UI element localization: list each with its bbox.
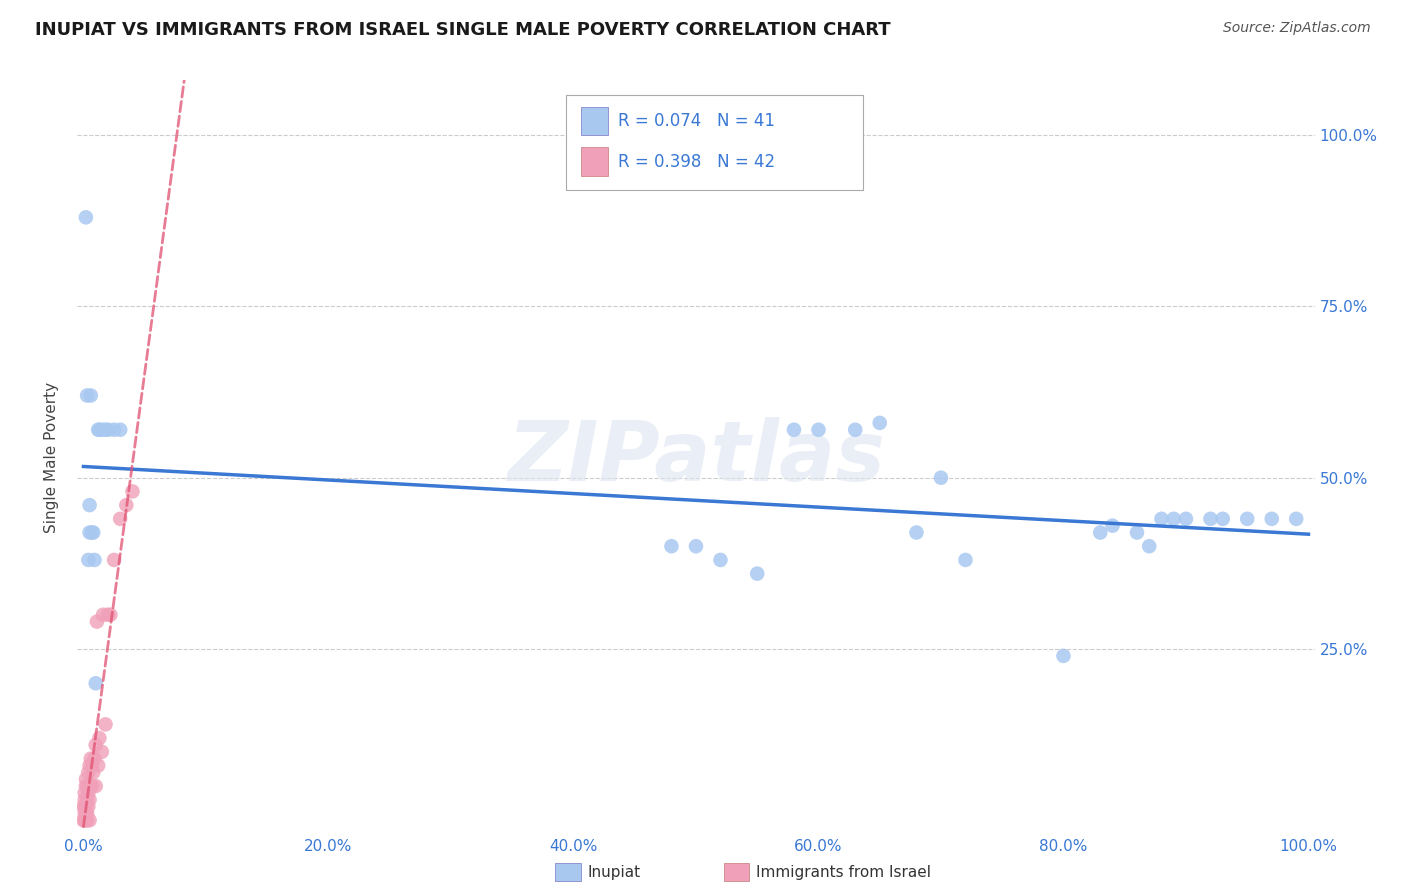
Point xyxy=(1126,525,1149,540)
Point xyxy=(747,566,769,581)
Point xyxy=(661,539,683,553)
Point xyxy=(75,772,97,787)
Point xyxy=(75,806,97,821)
Point xyxy=(1261,512,1284,526)
Point xyxy=(80,525,103,540)
Point xyxy=(1052,648,1074,663)
Point xyxy=(807,423,830,437)
Point xyxy=(1285,512,1308,526)
Point xyxy=(1212,512,1234,526)
Point xyxy=(89,423,111,437)
Text: Immigrants from Israel: Immigrants from Israel xyxy=(756,865,931,880)
Point xyxy=(73,786,96,800)
Y-axis label: Single Male Poverty: Single Male Poverty xyxy=(44,382,59,533)
Point xyxy=(685,539,707,553)
FancyBboxPatch shape xyxy=(567,95,863,190)
Point xyxy=(76,806,98,821)
Text: R = 0.074   N = 41: R = 0.074 N = 41 xyxy=(619,112,775,130)
Point xyxy=(80,779,103,793)
Point xyxy=(929,471,952,485)
Point xyxy=(79,814,101,828)
Point xyxy=(79,498,101,512)
Point xyxy=(77,553,100,567)
Point xyxy=(97,423,120,437)
Point xyxy=(100,607,122,622)
Point xyxy=(94,717,117,731)
FancyBboxPatch shape xyxy=(581,107,609,136)
Point xyxy=(79,525,101,540)
Point xyxy=(76,779,98,793)
Point xyxy=(87,758,110,772)
Point xyxy=(80,388,103,402)
Point xyxy=(103,423,125,437)
Point xyxy=(77,799,100,814)
Point xyxy=(955,553,977,567)
Point xyxy=(84,779,107,793)
Point xyxy=(79,758,101,772)
Point xyxy=(1236,512,1258,526)
Point xyxy=(121,484,143,499)
Point xyxy=(75,779,97,793)
Point xyxy=(73,793,96,807)
Point xyxy=(108,512,131,526)
Point xyxy=(1150,512,1173,526)
Point xyxy=(82,765,104,780)
Point xyxy=(77,786,100,800)
Point xyxy=(83,751,105,765)
Point xyxy=(80,758,103,772)
Point xyxy=(90,423,112,437)
Point xyxy=(80,751,103,765)
Text: Inupiat: Inupiat xyxy=(588,865,641,880)
Point xyxy=(87,423,110,437)
Text: R = 0.398   N = 42: R = 0.398 N = 42 xyxy=(619,153,775,170)
Point xyxy=(94,423,117,437)
Point xyxy=(1137,539,1160,553)
Point xyxy=(83,553,105,567)
Point xyxy=(783,423,806,437)
Point xyxy=(75,814,97,828)
Point xyxy=(1175,512,1198,526)
Text: ZIPatlas: ZIPatlas xyxy=(508,417,884,498)
Point xyxy=(73,806,96,821)
Point xyxy=(77,765,100,780)
Point xyxy=(89,731,111,745)
Point xyxy=(115,498,138,512)
Point xyxy=(76,814,98,828)
Point xyxy=(103,553,125,567)
Text: Source: ZipAtlas.com: Source: ZipAtlas.com xyxy=(1223,21,1371,35)
Point xyxy=(72,814,94,828)
Point xyxy=(709,553,731,567)
Point xyxy=(844,423,866,437)
Point xyxy=(84,738,107,752)
Point xyxy=(1163,512,1185,526)
Point xyxy=(1199,512,1222,526)
FancyBboxPatch shape xyxy=(581,147,609,176)
Point xyxy=(108,423,131,437)
Point xyxy=(86,615,108,629)
Point xyxy=(75,799,97,814)
Point xyxy=(905,525,928,540)
Point xyxy=(76,793,98,807)
Point xyxy=(1101,518,1123,533)
Point xyxy=(91,607,114,622)
Point xyxy=(76,388,98,402)
Point xyxy=(82,525,104,540)
Point xyxy=(97,607,120,622)
Text: INUPIAT VS IMMIGRANTS FROM ISRAEL SINGLE MALE POVERTY CORRELATION CHART: INUPIAT VS IMMIGRANTS FROM ISRAEL SINGLE… xyxy=(35,21,891,38)
Point xyxy=(73,799,96,814)
Point xyxy=(1090,525,1112,540)
Point xyxy=(79,793,101,807)
Point xyxy=(72,799,94,814)
Point xyxy=(84,676,107,690)
Point xyxy=(73,814,96,828)
Point xyxy=(75,211,97,225)
Point xyxy=(90,745,112,759)
Point xyxy=(869,416,891,430)
Point xyxy=(80,779,103,793)
